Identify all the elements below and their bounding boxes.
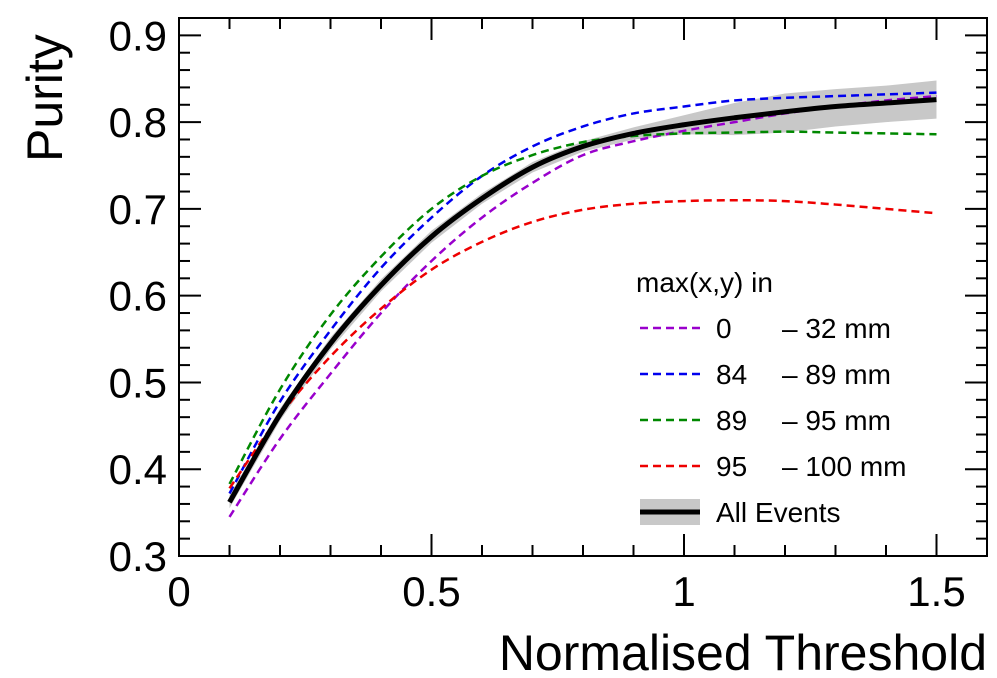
legend-label-range-89-95-mm: – 95 mm [782, 405, 891, 436]
y-tick-label: 0.5 [109, 359, 167, 406]
y-axis-title: Purity [17, 34, 73, 162]
x-tick-label: 0 [167, 568, 190, 615]
legend-label-range-0-32-mm: – 32 mm [782, 313, 891, 344]
legend-label-range-84-89-mm: – 89 mm [782, 359, 891, 390]
y-tick-label: 0.8 [109, 99, 167, 146]
legend-label-95-100-mm: 95 [716, 451, 747, 482]
tick-label-layer: 0 0.5 1 1.5 0.3 0.4 0.5 0.6 0.7 0.8 0.9 [109, 12, 966, 615]
x-tick-label: 1.5 [907, 568, 965, 615]
x-tick-label: 1 [672, 568, 695, 615]
y-tick-label: 0.3 [109, 533, 167, 580]
legend: max(x,y) in 0 – 32 mm 84 – 89 mm 89 – 95 mm 95… [636, 267, 907, 528]
legend-label-range-95-100-mm: – 100 mm [782, 451, 907, 482]
legend-label-0-32-mm: 0 [716, 313, 732, 344]
legend-title: max(x,y) in [636, 267, 773, 298]
series-line-84-89-mm [228, 91, 937, 495]
legend-label-84-89-mm: 84 [716, 359, 747, 390]
y-tick-label: 0.9 [109, 12, 167, 59]
y-tick-label: 0.7 [109, 186, 167, 233]
series-line-95-100-mm [228, 198, 937, 490]
x-tick-label: 0.5 [402, 568, 460, 615]
legend-label-89-95-mm: 89 [716, 405, 747, 436]
series-layer [227, 91, 937, 518]
y-tick-label: 0.4 [109, 446, 167, 493]
legend-label-all-events: All Events [716, 497, 841, 528]
series-line-89-95-mm [228, 130, 937, 485]
x-axis-title: Normalised Threshold [499, 625, 987, 678]
y-tick-label: 0.6 [109, 273, 167, 320]
series-line-all-events [227, 97, 937, 504]
tick-layer [178, 17, 988, 557]
